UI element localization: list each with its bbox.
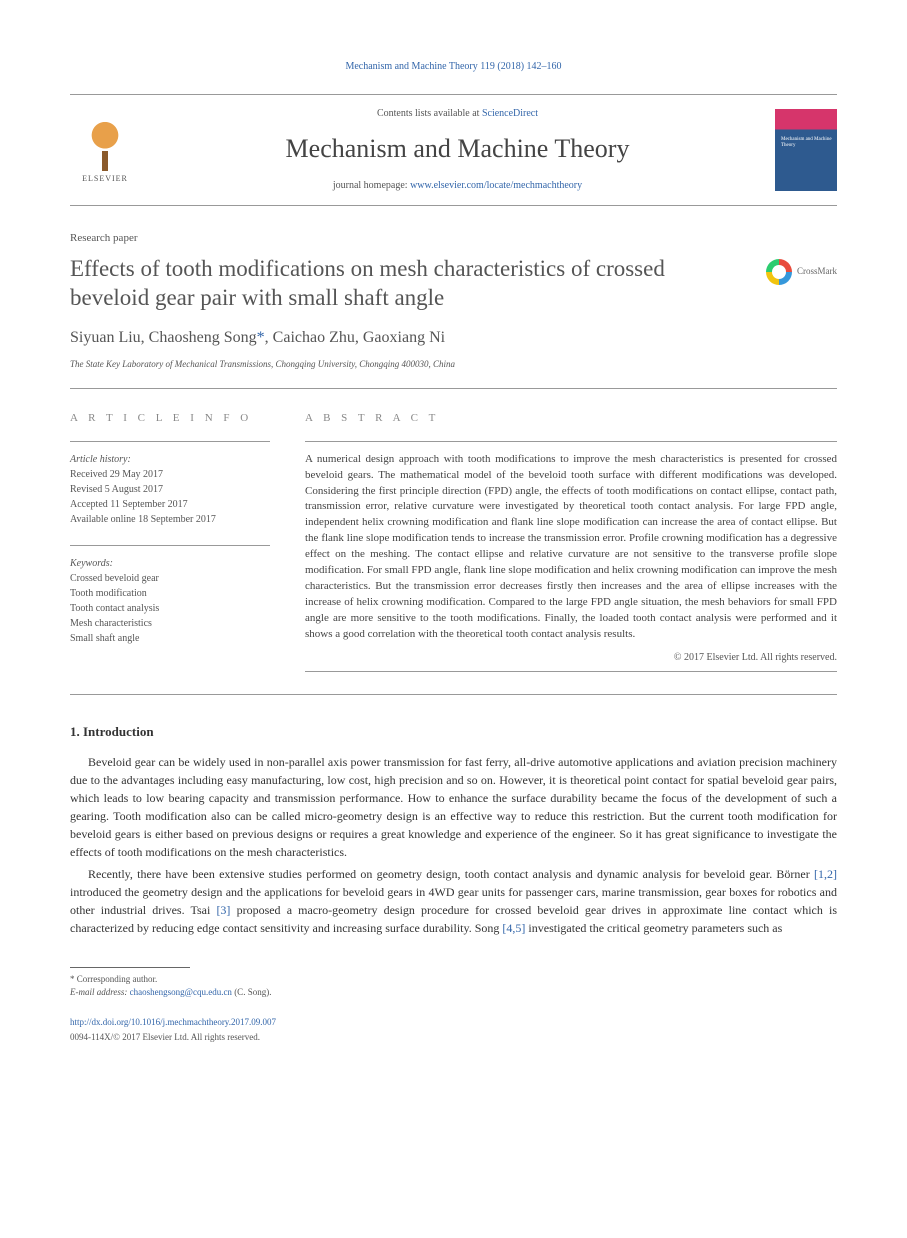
citation-link[interactable]: Mechanism and Machine Theory 119 (2018) … [345,61,561,72]
affiliation: The State Key Laboratory of Mechanical T… [70,358,837,371]
crossmark-icon [766,259,792,285]
homepage-prefix: journal homepage: [333,180,410,191]
elsevier-tree-icon [80,116,130,171]
abstract-heading: A B S T R A C T [305,411,837,426]
intro-paragraph-2: Recently, there have been extensive stud… [70,865,837,937]
history-revised: Revised 5 August 2017 [70,482,270,497]
history-label: Article history: [70,452,270,467]
abstract-text: A numerical design approach with tooth m… [305,452,837,643]
footnote-block: * Corresponding author. E-mail address: … [70,973,837,998]
ref-link-4-5[interactable]: [4,5] [502,921,525,935]
article-title: Effects of tooth modifications on mesh c… [70,255,766,313]
publisher-name: ELSEVIER [82,173,128,184]
publisher-logo[interactable]: ELSEVIER [70,110,140,190]
history-online: Available online 18 September 2017 [70,512,270,527]
contents-prefix: Contents lists available at [377,108,482,119]
page: Mechanism and Machine Theory 119 (2018) … [0,0,907,1083]
keyword-2: Tooth modification [70,586,270,601]
abstract-bottom-divider [305,671,837,672]
article-history: Article history: Received 29 May 2017 Re… [70,452,270,527]
authors-post: , Caichao Zhu, Gaoxiang Ni [265,329,445,346]
issn-copyright: 0094-114X/© 2017 Elsevier Ltd. All right… [70,1031,837,1044]
keyword-4: Mesh characteristics [70,616,270,631]
citation-header: Mechanism and Machine Theory 119 (2018) … [70,60,837,74]
keywords-divider [70,545,270,546]
crossmark-label: CrossMark [797,265,837,278]
p2-text-a: Recently, there have been extensive stud… [88,867,814,881]
crossmark-badge[interactable]: CrossMark [766,259,837,285]
corresponding-mark[interactable]: * [257,329,265,346]
ref-link-3[interactable]: [3] [216,903,230,917]
journal-name: Mechanism and Machine Theory [155,131,760,167]
masthead-center: Contents lists available at ScienceDirec… [140,107,775,193]
keyword-1: Crossed beveloid gear [70,571,270,586]
keywords-block: Keywords: Crossed beveloid gear Tooth mo… [70,556,270,646]
email-link[interactable]: chaoshengsong@cqu.edu.cn [130,987,232,997]
ref-link-1-2[interactable]: [1,2] [814,867,837,881]
doi-link[interactable]: http://dx.doi.org/10.1016/j.mechmachtheo… [70,1017,276,1027]
info-divider [70,441,270,442]
homepage-line: journal homepage: www.elsevier.com/locat… [155,179,760,193]
abstract-copyright: © 2017 Elsevier Ltd. All rights reserved… [305,651,837,665]
abstract-column: A B S T R A C T A numerical design appro… [305,411,837,672]
footnote-separator [70,967,190,968]
history-accepted: Accepted 11 September 2017 [70,497,270,512]
history-received: Received 29 May 2017 [70,467,270,482]
keyword-5: Small shaft angle [70,631,270,646]
article-info-heading: A R T I C L E I N F O [70,411,270,426]
info-abstract-row: A R T I C L E I N F O Article history: R… [70,389,837,694]
corresponding-author-note: * Corresponding author. [70,973,837,986]
email-line: E-mail address: chaoshengsong@cqu.edu.cn… [70,986,837,999]
abstract-divider [305,441,837,442]
sciencedirect-link[interactable]: ScienceDirect [482,108,538,119]
intro-heading: 1. Introduction [70,723,837,741]
homepage-link[interactable]: www.elsevier.com/locate/mechmachtheory [410,180,582,191]
keywords-label: Keywords: [70,556,270,571]
masthead: ELSEVIER Contents lists available at Sci… [70,94,837,206]
intro-paragraph-1: Beveloid gear can be widely used in non-… [70,753,837,861]
page-footer: http://dx.doi.org/10.1016/j.mechmachtheo… [70,1016,837,1043]
article-type: Research paper [70,231,837,246]
authors: Siyuan Liu, Chaosheng Song*, Caichao Zhu… [70,327,837,349]
authors-pre: Siyuan Liu, Chaosheng Song [70,329,257,346]
divider-bottom [70,694,837,695]
cover-title-text: Mechanism and Machine Theory [781,137,837,148]
introduction-section: 1. Introduction Beveloid gear can be wid… [70,723,837,937]
email-who: (C. Song). [232,987,272,997]
keyword-3: Tooth contact analysis [70,601,270,616]
article-info-column: A R T I C L E I N F O Article history: R… [70,411,270,672]
email-label: E-mail address: [70,987,130,997]
title-row: Effects of tooth modifications on mesh c… [70,255,837,313]
journal-cover-thumbnail[interactable]: Mechanism and Machine Theory [775,109,837,191]
p2-text-d: investigated the critical geometry param… [525,921,782,935]
contents-line: Contents lists available at ScienceDirec… [155,107,760,121]
